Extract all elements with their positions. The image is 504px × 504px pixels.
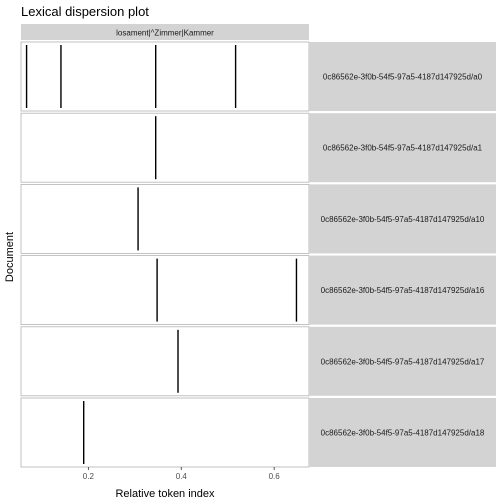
document-panel: 0c86562e-3f0b-54f5-97a5-4187d147925d/a1 bbox=[20, 112, 496, 183]
document-strip bbox=[309, 113, 496, 183]
x-tick-label: 0.2 bbox=[83, 472, 95, 481]
x-tick-label: 0.6 bbox=[269, 472, 281, 481]
x-tick-label: 0.4 bbox=[176, 472, 188, 481]
panel-background bbox=[20, 183, 310, 254]
panels: 0c86562e-3f0b-54f5-97a5-4187d147925d/a0 0… bbox=[20, 41, 496, 468]
document-label: 0c86562e-3f0b-54f5-97a5-4187d147925d/a17 bbox=[321, 357, 485, 366]
document-strip bbox=[309, 184, 496, 254]
panel-background bbox=[20, 397, 310, 468]
facet-strip-label: losament|^Zimmer|Kammer bbox=[116, 29, 214, 38]
y-axis-label: Document bbox=[4, 232, 16, 282]
document-panel: 0c86562e-3f0b-54f5-97a5-4187d147925d/a10 bbox=[20, 183, 496, 254]
document-strip bbox=[309, 398, 496, 467]
document-panel: 0c86562e-3f0b-54f5-97a5-4187d147925d/a16 bbox=[20, 255, 496, 326]
document-label: 0c86562e-3f0b-54f5-97a5-4187d147925d/a10 bbox=[321, 215, 485, 224]
document-strip bbox=[309, 326, 496, 396]
document-panel: 0c86562e-3f0b-54f5-97a5-4187d147925d/a0 bbox=[20, 41, 496, 112]
panel-background bbox=[20, 41, 310, 112]
document-label: 0c86562e-3f0b-54f5-97a5-4187d147925d/a0 bbox=[323, 73, 483, 82]
x-axis-ticks: 0.2 0.4 0.6 bbox=[83, 467, 280, 481]
x-axis-label: Relative token index bbox=[115, 488, 215, 500]
document-label: 0c86562e-3f0b-54f5-97a5-4187d147925d/a16 bbox=[321, 286, 485, 295]
document-strip bbox=[309, 255, 496, 325]
panel-background bbox=[20, 326, 310, 397]
document-label: 0c86562e-3f0b-54f5-97a5-4187d147925d/a1 bbox=[323, 144, 483, 153]
document-panel: 0c86562e-3f0b-54f5-97a5-4187d147925d/a17 bbox=[20, 326, 496, 397]
document-strip bbox=[309, 42, 496, 111]
document-label: 0c86562e-3f0b-54f5-97a5-4187d147925d/a18 bbox=[321, 429, 485, 438]
panel-background bbox=[20, 255, 310, 326]
facet-strip: losament|^Zimmer|Kammer bbox=[21, 24, 309, 40]
chart-title: Lexical dispersion plot bbox=[21, 4, 149, 19]
panel-background bbox=[20, 112, 310, 183]
document-panel: 0c86562e-3f0b-54f5-97a5-4187d147925d/a18 bbox=[20, 397, 496, 468]
